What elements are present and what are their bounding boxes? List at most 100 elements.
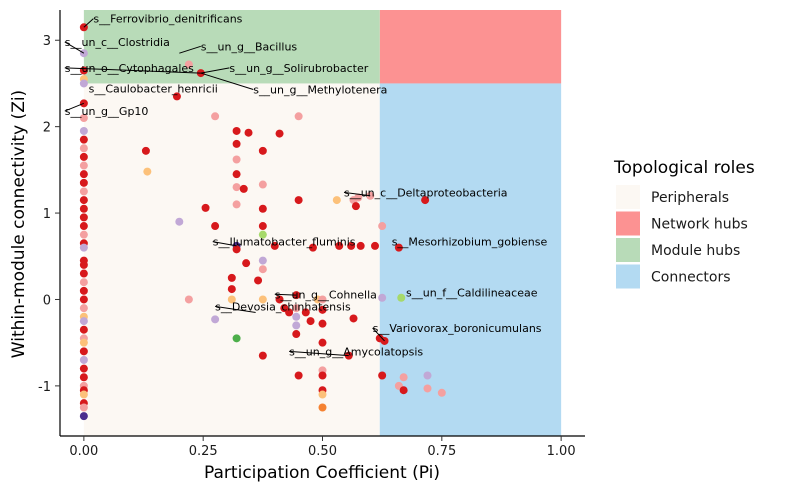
data-point-79	[258, 351, 267, 360]
data-point-73	[258, 204, 267, 213]
data-point-40	[79, 390, 88, 399]
data-point-15	[79, 196, 88, 205]
data-point-21	[79, 243, 88, 252]
data-point-14	[79, 187, 88, 196]
data-point-31	[79, 325, 88, 334]
data-point-97	[318, 295, 327, 304]
data-point-89	[292, 330, 301, 339]
annotation-label-2: s__un_g__Bacillus	[201, 40, 298, 53]
data-point-28	[79, 304, 88, 313]
region-network-hubs	[379, 10, 562, 84]
x-tick-label-1: 0.25	[189, 444, 218, 459]
data-point-60	[232, 155, 241, 164]
x-axis-title: Participation Coefficient (Pi)	[204, 463, 440, 483]
axes: 0.00 0.25 0.50 0.75 1.00 3 2 1 0 -1	[38, 10, 585, 459]
data-point-34	[79, 347, 88, 356]
annotation-leader-8	[343, 191, 371, 197]
data-point-128	[423, 371, 432, 380]
annotation-leader-0	[83, 18, 94, 28]
data-point-52	[211, 112, 220, 121]
annotation-label-4: s__un_g__Solirubrobacter	[229, 62, 368, 75]
data-point-91	[294, 196, 303, 205]
data-point-72	[258, 180, 267, 189]
annotation-label-6: s__un_g__Methylotenera	[253, 83, 387, 96]
data-point-100	[318, 338, 327, 347]
annotation-leader-14	[372, 327, 385, 342]
legend-title: Topological roles	[613, 158, 755, 178]
annotation-label-9: s__Ilumatobacter_fluminis	[213, 236, 356, 249]
data-point-19	[79, 230, 88, 239]
annotation-label-8: s__un_c__Deltaproteobacteria	[344, 186, 508, 199]
data-point-13	[79, 178, 88, 187]
data-point-24	[79, 269, 88, 278]
data-point-119	[378, 293, 387, 302]
data-point-59	[232, 139, 241, 148]
data-point-69	[242, 259, 251, 268]
data-point-92	[294, 371, 303, 380]
data-point-63	[232, 200, 241, 209]
data-point-124	[397, 293, 406, 302]
data-point-61	[232, 170, 241, 179]
data-point-10	[79, 152, 88, 161]
data-point-129	[423, 384, 432, 393]
data-point-54	[211, 315, 220, 324]
data-point-27	[79, 295, 88, 304]
data-point-33	[79, 338, 88, 347]
data-point-37	[79, 373, 88, 382]
annotation-label-3: s__un_o__Cytophagales	[65, 62, 194, 75]
y-axis-title: Within-module connectivity (Zi)	[9, 90, 29, 358]
data-point-80	[275, 129, 284, 138]
x-tick-label-2: 0.50	[308, 444, 337, 459]
data-point-126	[399, 386, 408, 395]
annotation-label-7: s__un_g__Gp10	[65, 105, 149, 118]
data-point-105	[318, 403, 327, 412]
data-point-127	[421, 196, 430, 205]
data-point-102	[318, 371, 327, 380]
data-point-70	[254, 276, 263, 285]
data-point-58	[232, 126, 241, 135]
legend-swatch-2	[616, 238, 640, 262]
annotation-leaders	[64, 18, 385, 357]
data-point-88	[292, 321, 301, 330]
annotation-label-13: s__Devosia_chinhatensis	[215, 300, 351, 313]
data-point-57	[227, 295, 236, 304]
legend-label-0: Peripherals	[651, 190, 729, 206]
data-point-6	[79, 114, 88, 123]
data-point-107	[335, 241, 344, 250]
data-points	[79, 23, 446, 421]
data-point-18	[79, 222, 88, 231]
region-connectors	[379, 83, 562, 436]
data-point-65	[232, 245, 241, 254]
data-point-109	[347, 241, 356, 250]
legend-label-3: Connectors	[651, 270, 731, 286]
data-point-118	[378, 222, 387, 231]
annotation-label-10: s__Mesorhizobium_gobiense	[392, 236, 548, 249]
annotation-leader-4	[200, 67, 230, 74]
annotation-leader-6	[200, 72, 254, 90]
data-point-44	[141, 146, 150, 155]
data-point-67	[239, 184, 248, 193]
data-point-82	[275, 295, 284, 304]
data-point-49	[175, 217, 184, 226]
data-point-46	[172, 92, 181, 101]
annotation-leader-13	[215, 305, 256, 313]
data-point-75	[258, 230, 267, 239]
x-tick-label-4: 1.00	[547, 444, 576, 459]
data-point-43	[79, 412, 88, 421]
data-point-110	[349, 314, 358, 323]
data-point-112	[351, 202, 360, 211]
x-tick-label-3: 0.75	[427, 444, 456, 459]
data-point-55	[227, 273, 236, 282]
data-point-9	[79, 144, 88, 153]
data-point-99	[318, 319, 327, 328]
legend-label-2: Module hubs	[651, 243, 740, 259]
data-point-26	[79, 286, 88, 295]
data-point-66	[232, 334, 241, 343]
annotation-label-5: s__Caulobacter_henricii	[89, 83, 218, 96]
data-point-93	[301, 308, 310, 317]
data-point-45	[143, 167, 152, 176]
annotation-leader-11	[274, 293, 297, 296]
data-point-94	[306, 317, 315, 326]
y-tick-label-0: 3	[43, 34, 51, 49]
